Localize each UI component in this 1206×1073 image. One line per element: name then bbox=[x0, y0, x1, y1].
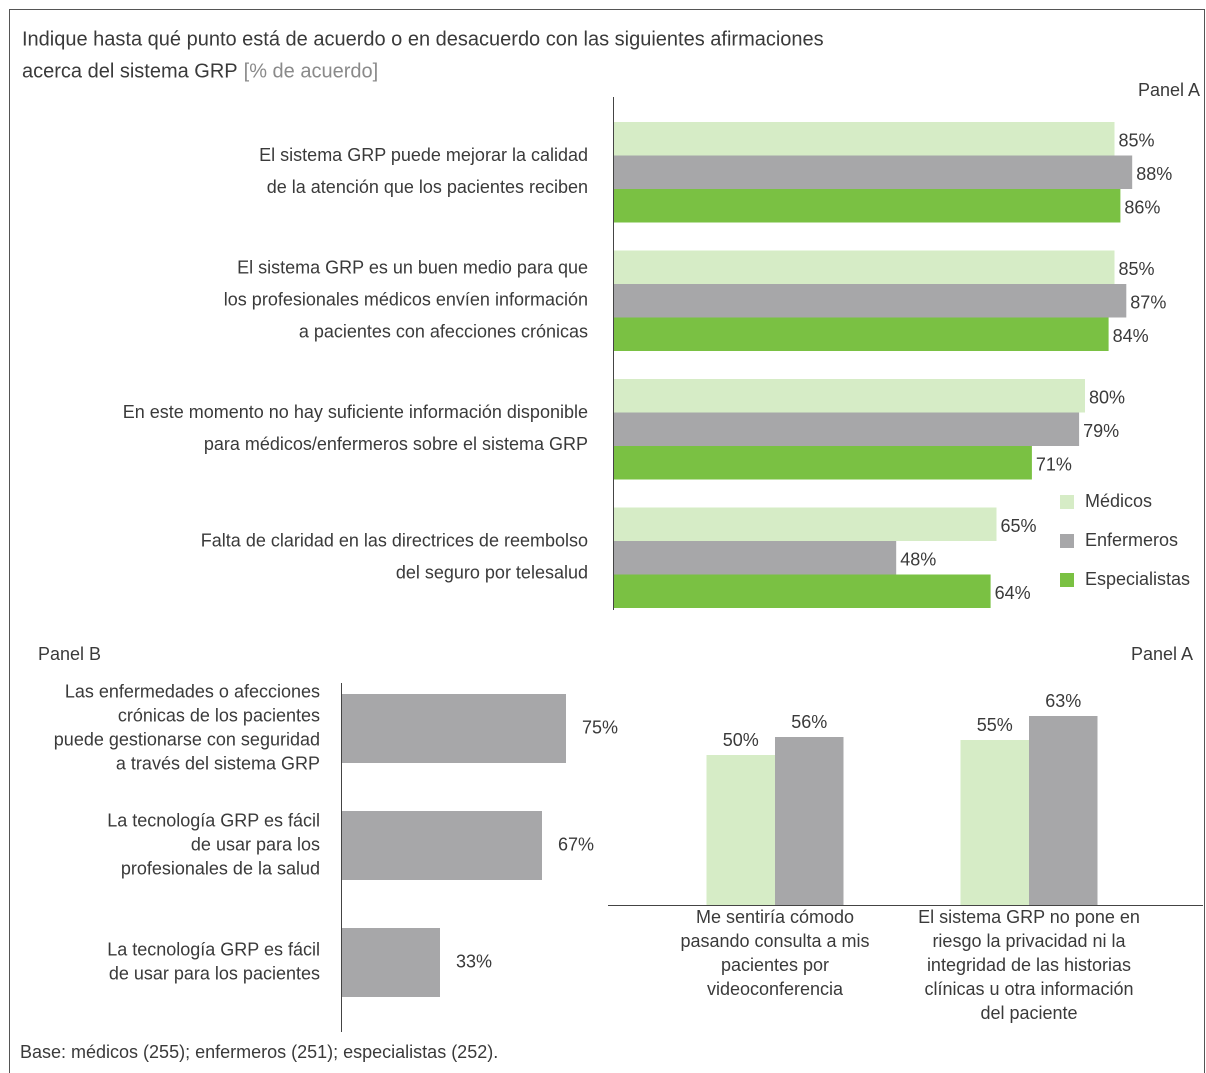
frame bbox=[9, 9, 1205, 1073]
category-label: Falta de claridad en las directrices de … bbox=[201, 531, 588, 551]
value-label: 65% bbox=[1001, 516, 1037, 536]
bar bbox=[1029, 716, 1098, 905]
legend-label: Especialistas bbox=[1085, 569, 1190, 589]
bar bbox=[341, 928, 440, 997]
category-label: En este momento no hay suficiente inform… bbox=[123, 402, 588, 422]
bar bbox=[960, 740, 1029, 905]
category-label: los profesionales médicos envíen informa… bbox=[224, 290, 588, 310]
value-label: 85% bbox=[1119, 131, 1155, 151]
panel-label: Panel B bbox=[38, 644, 101, 664]
category-label: puede gestionarse con seguridad bbox=[54, 729, 320, 749]
bar bbox=[613, 412, 1080, 446]
value-label: 33% bbox=[456, 951, 492, 971]
category-label: a pacientes con afecciones crónicas bbox=[299, 322, 588, 342]
category-label: La tecnología GRP es fácil bbox=[107, 939, 320, 959]
bar bbox=[613, 250, 1115, 284]
category-label: clínicas u otra información bbox=[924, 979, 1133, 999]
category-label: profesionales de la salud bbox=[121, 858, 320, 878]
panel-label: Panel A bbox=[1138, 80, 1200, 100]
bar bbox=[613, 122, 1115, 156]
category-label: riesgo la privacidad ni la bbox=[932, 931, 1126, 951]
category-label: de usar para los bbox=[191, 834, 320, 854]
category-label: pasando consulta a mis bbox=[680, 931, 869, 951]
category-label: crónicas de los pacientes bbox=[118, 705, 320, 725]
value-label: 50% bbox=[723, 730, 759, 750]
value-label: 48% bbox=[900, 550, 936, 570]
value-label: 67% bbox=[558, 834, 594, 854]
value-label: 63% bbox=[1045, 691, 1081, 711]
legend-swatch bbox=[1060, 573, 1074, 587]
bar bbox=[613, 507, 997, 541]
value-label: 88% bbox=[1136, 164, 1172, 184]
value-label: 75% bbox=[582, 717, 618, 737]
bar bbox=[613, 446, 1032, 480]
legend-swatch bbox=[1060, 495, 1074, 509]
category-label: El sistema GRP puede mejorar la calidad bbox=[259, 145, 588, 165]
category-label: Me sentiría cómodo bbox=[696, 907, 854, 927]
value-label: 55% bbox=[977, 715, 1013, 735]
category-label: La tecnología GRP es fácil bbox=[107, 810, 320, 830]
bar bbox=[341, 811, 542, 880]
value-label: 79% bbox=[1083, 421, 1119, 441]
category-label: de usar para los pacientes bbox=[109, 963, 320, 983]
value-label: 80% bbox=[1089, 388, 1125, 408]
panel-label: Panel A bbox=[1131, 644, 1193, 664]
value-label: 64% bbox=[995, 583, 1031, 603]
bar bbox=[613, 155, 1133, 189]
bar bbox=[613, 574, 991, 608]
category-label: para médicos/enfermeros sobre el sistema… bbox=[204, 434, 588, 454]
bar bbox=[341, 694, 566, 763]
category-label: El sistema GRP es un buen medio para que bbox=[237, 258, 588, 278]
value-label: 84% bbox=[1113, 326, 1149, 346]
bar bbox=[706, 755, 775, 905]
category-label: a través del sistema GRP bbox=[116, 753, 320, 773]
value-label: 56% bbox=[791, 712, 827, 732]
bar bbox=[613, 284, 1127, 318]
value-label: 87% bbox=[1130, 293, 1166, 313]
category-label: de la atención que los pacientes reciben bbox=[267, 177, 588, 197]
value-label: 86% bbox=[1124, 198, 1160, 218]
category-label: Las enfermedades o afecciones bbox=[65, 681, 320, 701]
bar bbox=[613, 379, 1085, 413]
legend-label: Médicos bbox=[1085, 491, 1152, 511]
subtitle: [% de acuerdo] bbox=[244, 60, 379, 82]
category-label: pacientes por bbox=[721, 955, 829, 975]
bar bbox=[613, 189, 1121, 223]
category-label: del paciente bbox=[980, 1003, 1077, 1023]
bar bbox=[613, 317, 1109, 351]
category-label: El sistema GRP no pone en bbox=[918, 907, 1140, 927]
bar bbox=[775, 737, 844, 905]
title-line: acerca del sistema GRP bbox=[22, 60, 238, 82]
title-line: Indique hasta qué punto está de acuerdo … bbox=[22, 28, 824, 50]
value-label: 71% bbox=[1036, 455, 1072, 475]
category-label: integridad de las historias bbox=[927, 955, 1131, 975]
value-label: 85% bbox=[1119, 259, 1155, 279]
category-label: videoconferencia bbox=[707, 979, 844, 999]
bar bbox=[613, 541, 897, 575]
legend-label: Enfermeros bbox=[1085, 530, 1178, 550]
footer: Base: médicos (255); enfermeros (251); e… bbox=[20, 1042, 498, 1062]
legend-swatch bbox=[1060, 534, 1074, 548]
category-label: del seguro por telesalud bbox=[396, 563, 588, 583]
